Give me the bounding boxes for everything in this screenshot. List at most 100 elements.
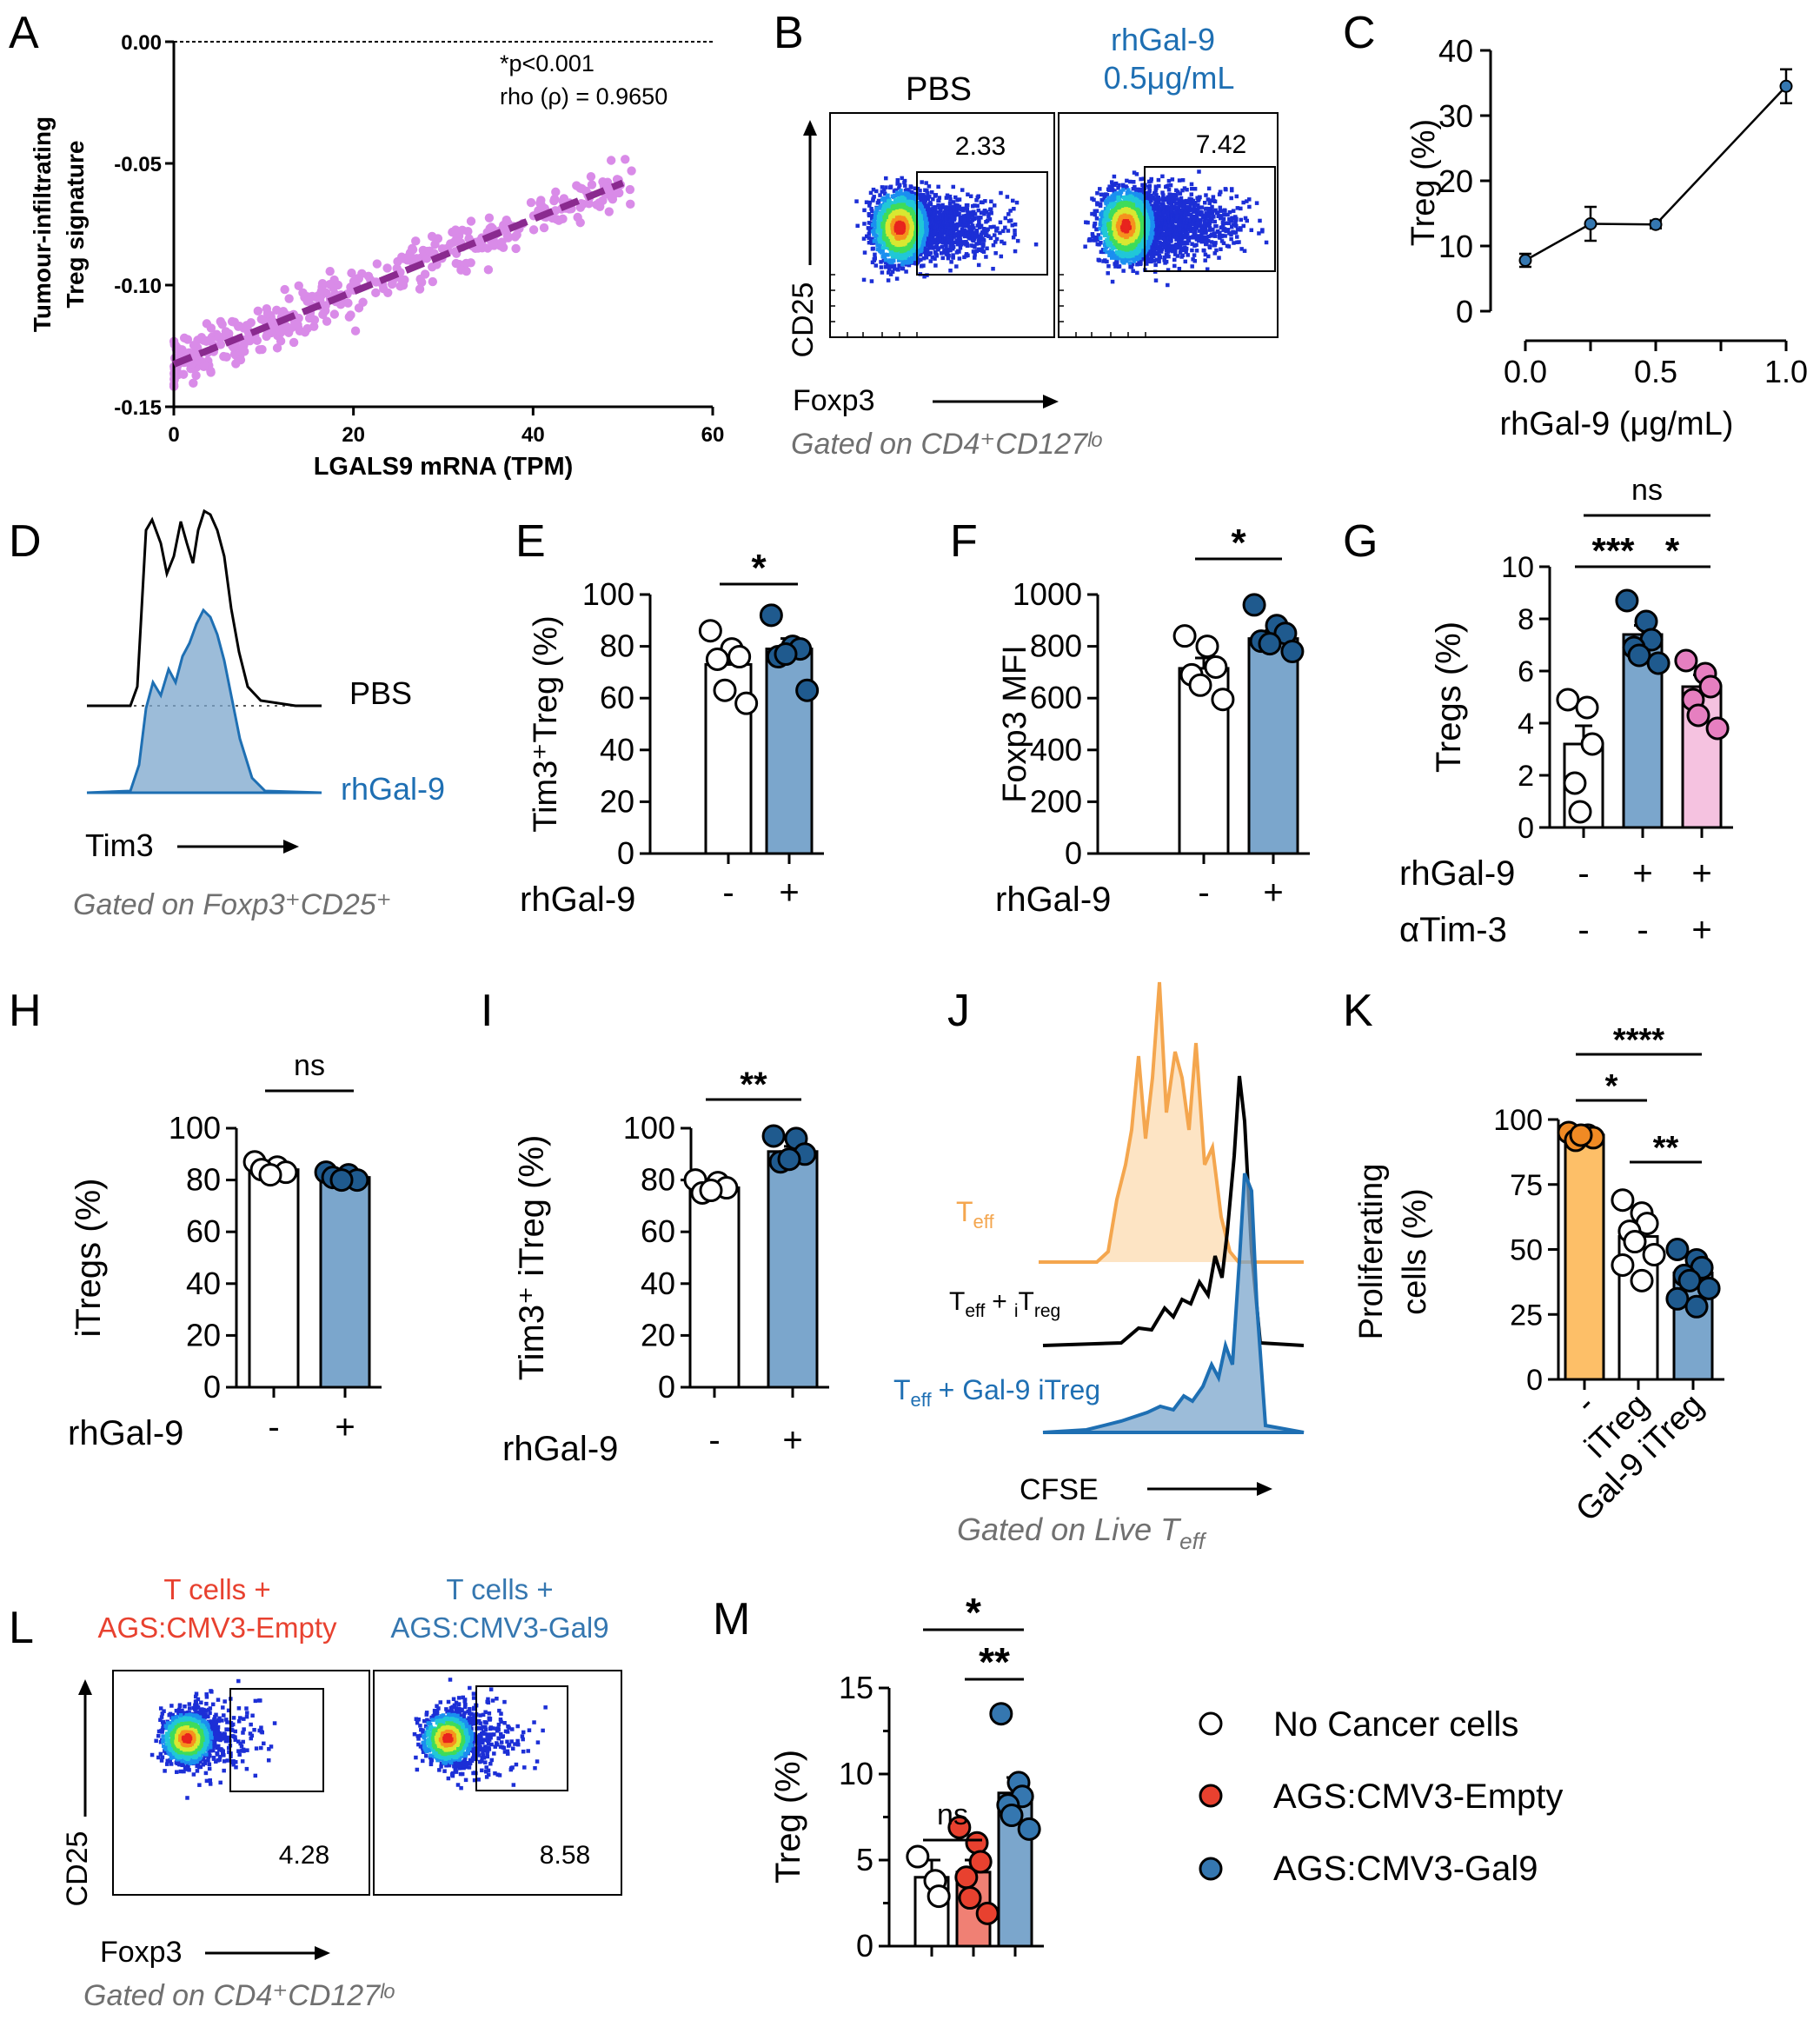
density-dot [912,197,917,202]
density-dot [903,183,907,188]
density-dot [994,229,999,233]
density-dot [951,253,955,257]
density-dot [1162,245,1167,249]
density-dot [1170,177,1175,182]
scatter-point [415,284,425,294]
density-dot [1231,209,1236,213]
density-dot [1160,204,1165,209]
density-dot [1090,232,1095,236]
scatter-point [488,241,498,250]
density-dot [1189,212,1193,217]
density-dot [1177,200,1182,205]
density-dot [967,228,972,232]
density-dot [1177,223,1181,227]
scatter-point [329,309,340,319]
scatter-point [280,284,289,295]
density-dot [1131,269,1135,274]
density-dot [873,263,879,268]
density-dot [1178,227,1182,232]
density-dot [1179,208,1183,213]
density-dot [971,249,976,254]
scatter-point [621,155,630,164]
density-dot [909,190,913,196]
density-dot [938,210,942,216]
scatter-point [371,288,381,298]
density-dot [883,191,887,196]
scatter-point [231,359,241,369]
density-dot [944,251,949,256]
density-dot [954,264,959,269]
density-dot [884,176,888,181]
density-dot [1160,190,1165,195]
density-dot [1115,190,1120,196]
density-dot [931,196,935,202]
density-dot [942,205,947,209]
density-dot [1201,248,1206,253]
density-dot [1154,186,1159,190]
density-dot [1113,189,1117,194]
density-dot [1154,211,1159,216]
density-dot [1153,262,1158,268]
scatter-point [300,328,310,337]
density-dot [1099,241,1103,245]
density-dot [977,241,982,246]
density-dot [1177,266,1182,271]
density-dot [948,205,953,209]
density-dot [867,200,873,205]
scatter-point [501,215,511,225]
scatter-point [213,332,223,342]
density-dot [1227,216,1232,222]
density-dot [1219,247,1223,251]
density-dot [880,216,884,221]
density-dot [1192,223,1198,229]
density-dot [984,255,988,259]
scatter-point [418,245,428,256]
density-dot [1207,244,1212,249]
density-dot [1148,246,1153,251]
density-dot [1203,258,1207,262]
density-dot [889,252,893,256]
density-dot [976,238,981,243]
density-dot [1084,220,1088,224]
panel-letter-b: B [774,8,804,58]
density-dot [987,216,993,222]
density-dot [1191,257,1195,262]
density-dot [966,210,970,215]
density-dot [1192,201,1196,206]
density-dot [1012,206,1016,211]
density-dot [1133,193,1139,198]
density-dot [989,210,993,216]
density-dot [1243,216,1248,221]
density-dot [961,214,966,218]
density-dot [980,236,985,241]
density-dot [945,232,949,236]
density-dot [923,200,927,204]
density-dot [927,195,932,199]
density-dot [1235,227,1240,232]
density-dot [1185,187,1189,192]
density-dot [1133,257,1138,262]
density-dot [1002,241,1006,246]
density-dot [909,185,913,189]
density-dot [1006,219,1012,223]
density-dot [864,200,869,204]
density-dot [1124,257,1129,262]
scatter-point [497,237,507,247]
density-dot [1179,248,1183,253]
density-dot [895,179,900,184]
density-dot [1102,194,1107,198]
density-dot [1096,236,1100,241]
scatter-point [539,223,549,233]
density-dot [1173,243,1179,247]
scatter-point [242,322,252,331]
density-dot [1157,183,1161,189]
density-dot [1209,209,1213,214]
density-dot [1202,219,1207,223]
density-dot [946,240,951,245]
density-dot [1229,196,1233,201]
density-dot [1119,258,1125,263]
density-dot [1163,207,1167,212]
density-dot [1175,254,1180,258]
density-dot [991,266,995,271]
density-dot [1227,209,1232,215]
